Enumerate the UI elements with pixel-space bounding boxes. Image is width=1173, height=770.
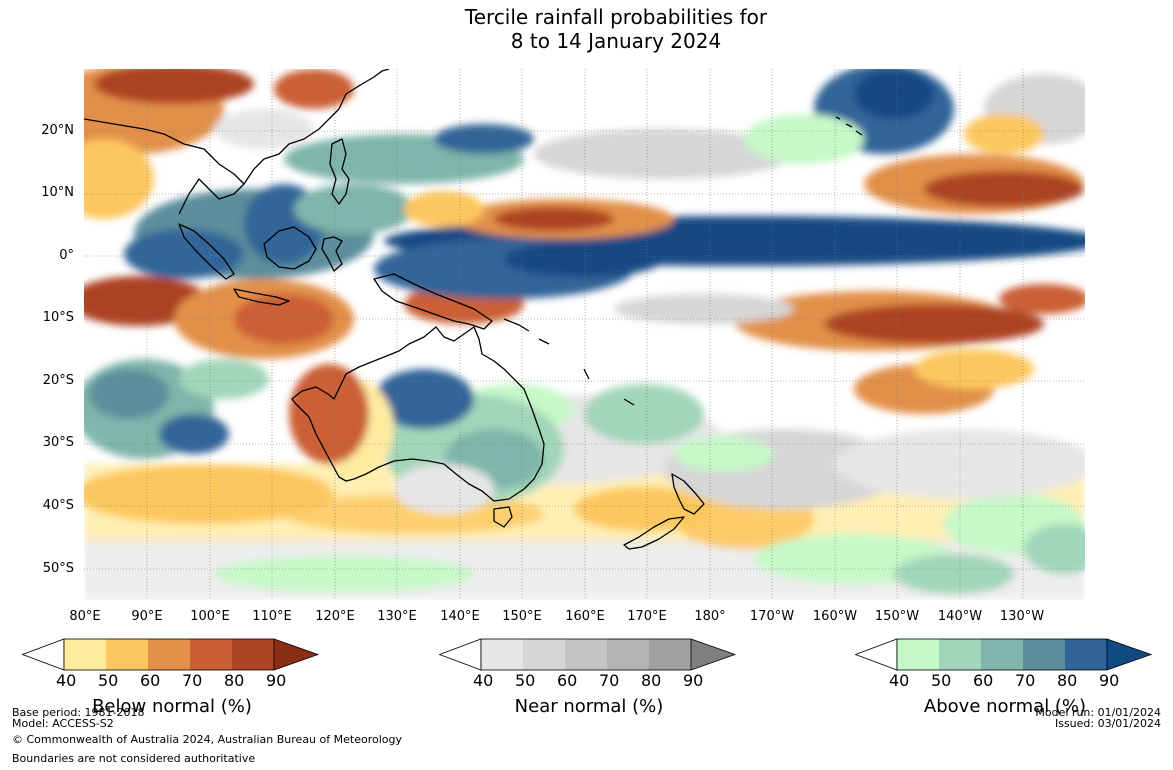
- lon-label-100e: 100°E: [190, 609, 230, 624]
- legend-swatch-near-50: [523, 639, 565, 670]
- legend-above-normal: 40 50 60 70 80 90 Above normal (%): [854, 638, 1155, 717]
- lon-label-130e: 130°E: [377, 609, 417, 624]
- legend-near-tick-50: 50: [515, 671, 536, 690]
- legend-swatch-near-80: [649, 639, 691, 670]
- lon-label-180: 180°: [694, 609, 726, 624]
- legend-near-tick-70: 70: [599, 671, 620, 690]
- legend-swatch-near-40: [481, 639, 523, 670]
- footer-base-period: Base period: 1981-2018: [12, 706, 145, 719]
- hawaii-islands: [835, 116, 863, 136]
- legend-below-tick-50: 50: [98, 671, 119, 690]
- legend-near-tick-60: 60: [557, 671, 578, 690]
- lon-label-120e: 120°E: [315, 609, 355, 624]
- legend-swatch-below-40: [64, 639, 106, 670]
- lon-label-160e: 160°E: [565, 609, 605, 624]
- footer-issued: Issued: 03/01/2024: [1054, 717, 1161, 730]
- legend-below-tick-60: 60: [140, 671, 161, 690]
- legend-near-normal: 40 50 60 70 80 90 Near normal (%): [438, 638, 739, 717]
- sumatra-coastline: [178, 223, 235, 280]
- lat-label-10n: 10°N: [41, 185, 74, 200]
- map-title-line2: 8 to 14 January 2024: [510, 29, 722, 53]
- legend-below-tick-40: 40: [56, 671, 77, 690]
- pacific-islands: [503, 318, 635, 406]
- lon-label-150w: 150°W: [874, 609, 920, 624]
- legend-near-tick-80: 80: [641, 671, 662, 690]
- legend-swatch-below-60: [148, 639, 190, 670]
- legend-swatch-near-90: [691, 639, 735, 670]
- legend-near-tick-40: 40: [473, 671, 494, 690]
- new-zealand-south-island: [623, 516, 685, 550]
- philippines-coastline: [329, 138, 350, 205]
- footer-copyright: © Commonwealth of Australia 2024, Austra…: [12, 733, 402, 746]
- legend-above-tick-70: 70: [1015, 671, 1036, 690]
- rainfall-probability-map: [84, 69, 1085, 600]
- legend-above-tick-80: 80: [1057, 671, 1078, 690]
- legend-swatch-below-50: [106, 639, 148, 670]
- legend-above-title: Above normal (%): [923, 696, 1087, 717]
- japan-coastline: [345, 69, 390, 95]
- footer-model: Model: ACCESS-S2: [12, 717, 114, 730]
- legend-swatch-below-80: [232, 639, 274, 670]
- lon-label-160w: 160°W: [812, 609, 858, 624]
- legend-below-tick-90: 90: [266, 671, 287, 690]
- legend-swatch-above-40: [897, 639, 939, 670]
- tasmania-coastline: [493, 506, 513, 528]
- lon-label-110e: 110°E: [252, 609, 292, 624]
- legend-above-tick-90: 90: [1099, 671, 1120, 690]
- indochina-coastline: [243, 93, 347, 185]
- lat-label-50s: 50°S: [42, 561, 74, 576]
- legend-swatch-near-70: [607, 639, 649, 670]
- legend-colorbar-above: [854, 638, 1153, 671]
- legend-swatch-above-90: [1107, 639, 1151, 670]
- new-zealand-north-island: [671, 473, 705, 515]
- map-svg: [84, 69, 1085, 600]
- mainland-asia-coastline: [84, 118, 245, 215]
- lat-label-20n: 20°N: [41, 123, 74, 138]
- legend-below-tick-80: 80: [224, 671, 245, 690]
- legend-swatch-below-90: [274, 639, 318, 670]
- lon-label-130w: 130°W: [999, 609, 1045, 624]
- lon-label-140e: 140°E: [440, 609, 480, 624]
- legend-below-tick-70: 70: [182, 671, 203, 690]
- legend-near-tick-90: 90: [683, 671, 704, 690]
- lat-label-20s: 20°S: [42, 373, 74, 388]
- australia-coastline: [291, 326, 545, 502]
- footer-model-run: Model run: 01/01/2024: [1035, 706, 1161, 719]
- legend-below-normal: 40 50 60 70 80 90 Below normal (%): [21, 638, 322, 717]
- sulawesi-coastline: [321, 236, 343, 272]
- new-guinea-coastline: [373, 273, 493, 330]
- legend-swatch-above-70: [1023, 639, 1065, 670]
- lat-label-40s: 40°S: [42, 498, 74, 513]
- lat-label-10s: 10°S: [42, 310, 74, 325]
- lat-label-equator: 0°: [59, 248, 74, 263]
- probability-shading: [84, 69, 1085, 600]
- legend-above-tick-60: 60: [973, 671, 994, 690]
- coastlines: [84, 69, 863, 550]
- lon-label-140w: 140°W: [937, 609, 983, 624]
- legend-below-title: Below normal (%): [92, 696, 252, 717]
- legend-near-title: Near normal (%): [514, 696, 664, 717]
- lon-label-170e: 170°E: [627, 609, 667, 624]
- legend-swatch-near-60: [565, 639, 607, 670]
- borneo-coastline: [263, 226, 317, 270]
- legend-above-tick-40: 40: [889, 671, 910, 690]
- legend-swatch-above-50: [939, 639, 981, 670]
- legend-swatch-below-70: [190, 639, 232, 670]
- legend-colorbar-below: [21, 638, 320, 671]
- legend-colorbar-near: [438, 638, 737, 671]
- lon-label-80e: 80°E: [69, 609, 101, 624]
- map-title-line1: Tercile rainfall probabilities for: [464, 5, 768, 29]
- lon-label-170w: 170°W: [749, 609, 795, 624]
- legend-swatch-above-60: [981, 639, 1023, 670]
- lon-label-150e: 150°E: [502, 609, 542, 624]
- legend-above-tick-50: 50: [931, 671, 952, 690]
- java-coastline: [233, 288, 290, 306]
- footer-boundaries: Boundaries are not considered authoritat…: [12, 752, 256, 765]
- lat-label-30s: 30°S: [42, 435, 74, 450]
- map-gridlines: [84, 69, 1085, 600]
- legend-swatch-above-80: [1065, 639, 1107, 670]
- lon-label-90e: 90°E: [131, 609, 163, 624]
